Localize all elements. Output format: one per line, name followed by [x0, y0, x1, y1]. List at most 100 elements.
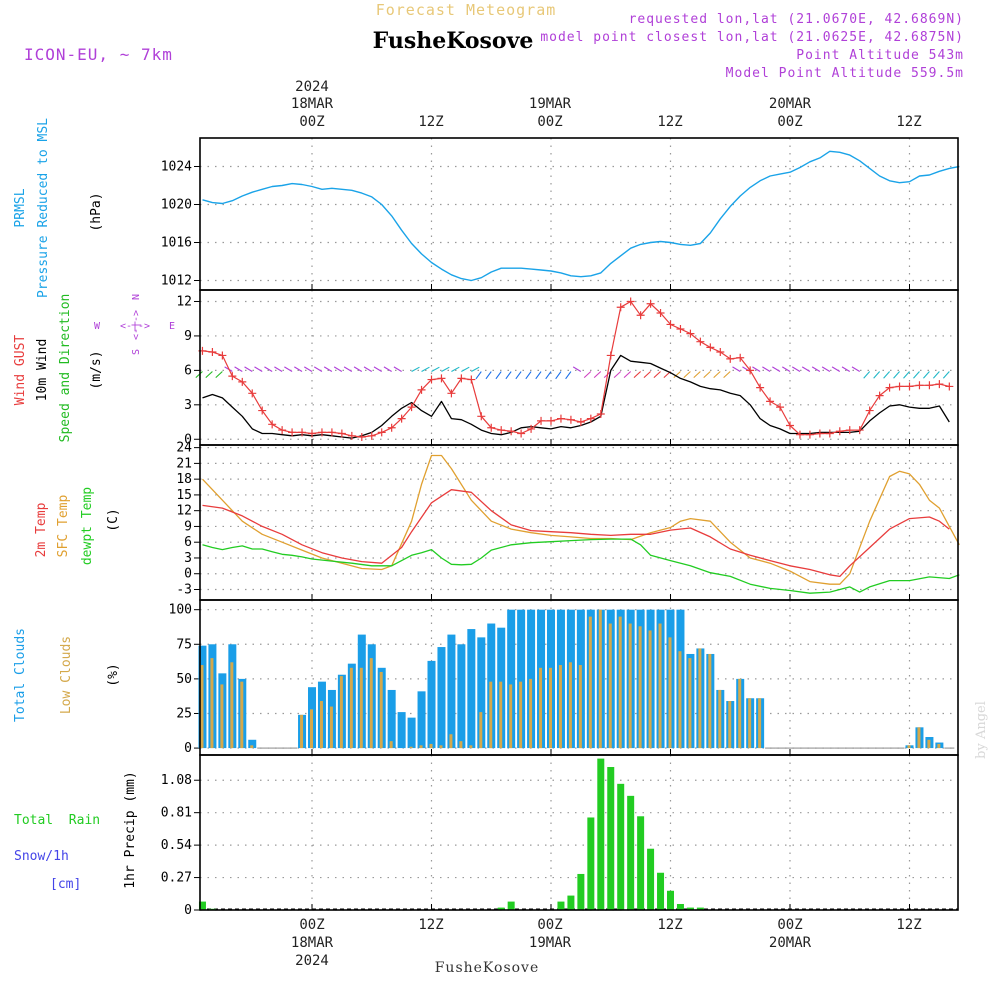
- wind-direction-arrow: [703, 371, 711, 379]
- gust-marker: [317, 428, 326, 437]
- precip-bar: [507, 901, 515, 910]
- credit-label: by Angel: [974, 701, 989, 759]
- gust-marker: [726, 354, 735, 363]
- wind-direction-arrow: [234, 366, 243, 372]
- wind-direction-arrow: [323, 366, 333, 372]
- gust-marker: [626, 297, 635, 306]
- low-cloud-bar: [549, 667, 552, 749]
- y-tick-label: 6: [184, 535, 192, 550]
- y-tick-label: 12: [176, 504, 192, 519]
- gust-marker: [935, 380, 944, 389]
- y-tick-label: 1012: [161, 274, 192, 289]
- gust-marker: [417, 385, 426, 394]
- top-tick-1: 12Z: [418, 114, 443, 130]
- low-cloud-bar: [429, 743, 433, 749]
- wind-direction-arrow: [495, 371, 502, 380]
- wind-direction-arrow: [873, 371, 881, 379]
- wind-direction-arrow: [572, 366, 582, 372]
- wind-direction-arrow: [883, 371, 890, 379]
- low-cloud-bar: [578, 665, 582, 749]
- wind-direction-arrow: [841, 366, 851, 372]
- pressure-label-2: Pressure Reduced to MSL: [36, 118, 51, 298]
- top-year: 2024: [295, 79, 329, 95]
- gust-marker: [766, 397, 775, 406]
- gust-marker: [238, 377, 247, 386]
- y-tick-label: 21: [176, 456, 192, 471]
- panel-5: 0 0.27 0.54 0.81 1.08: [161, 755, 958, 918]
- bottom-tick-4: 00Z: [777, 917, 802, 933]
- gust-marker: [825, 429, 834, 438]
- gust-marker: [268, 420, 277, 429]
- gust-marker: [377, 428, 386, 437]
- low-cloud-bar: [728, 701, 732, 749]
- wind-direction-arrow: [294, 366, 303, 372]
- wind-direction-arrow: [451, 366, 460, 373]
- wind-direction-arrow: [851, 366, 860, 372]
- gust-marker: [786, 421, 794, 430]
- panel-frame: [199, 754, 959, 911]
- pressure-labels: PRMSL Pressure Reduced to MSL (hPa): [13, 118, 104, 298]
- point-altitude: Point Altitude 543m: [796, 48, 964, 63]
- low-cloud-bar: [369, 658, 373, 749]
- low-cloud-bar: [598, 609, 602, 749]
- wind-direction-arrow: [693, 371, 701, 379]
- low-cloud-bar: [927, 739, 931, 749]
- bottom-tick-0: 00Z: [299, 917, 324, 933]
- cloud-units: (%): [106, 663, 121, 686]
- gust-marker: [278, 426, 287, 435]
- precip-labels: Total Rain Snow/1h [cm] 1hr Precip (mm): [14, 771, 138, 892]
- wind-direction-arrow: [475, 371, 482, 380]
- gust-marker: [805, 430, 814, 439]
- gust-marker: [337, 429, 346, 438]
- wind-direction-arrow: [831, 366, 841, 372]
- gust-marker: [756, 383, 765, 392]
- gust-marker: [666, 320, 675, 329]
- wind-direction-arrow: [284, 366, 293, 372]
- wind-direction-arrow: [623, 371, 632, 379]
- precip-axis-label: 1hr Precip (mm): [123, 771, 138, 888]
- wind-direction-arrow: [383, 366, 392, 372]
- wind-direction-arrow: [353, 366, 363, 372]
- low-cloud-bar: [479, 712, 483, 749]
- precip-bar: [557, 901, 565, 910]
- wind-direction-arrow: [893, 371, 900, 379]
- low-cloud-bar: [220, 684, 224, 749]
- wind-direction-arrow: [913, 371, 920, 379]
- wind-direction-arrow: [555, 371, 562, 380]
- gust-marker: [218, 351, 227, 360]
- bottom-date-20mar: 20MAR: [769, 935, 812, 951]
- precip-bar: [567, 895, 575, 910]
- low-cloud-bar: [419, 745, 423, 749]
- gust-marker: [895, 382, 904, 391]
- gust-marker: [308, 429, 316, 438]
- low-cloud-bar: [379, 671, 383, 749]
- low-cloud-bar: [250, 745, 254, 749]
- gust-marker: [616, 303, 625, 312]
- wind-direction-arrow: [752, 366, 761, 372]
- total-rain-label: Total Rain: [14, 813, 100, 828]
- precip-bar: [676, 903, 684, 910]
- panel-4: 0 25 50 75 100: [169, 600, 958, 756]
- precip-bar: [577, 873, 585, 910]
- low-cloud-bar: [648, 630, 652, 749]
- gust-marker: [248, 389, 257, 398]
- wind-dir-label: Speed and Direction: [58, 294, 73, 443]
- low-cloud-bar: [618, 616, 622, 749]
- sfc-temp-label: SFC Temp: [56, 495, 71, 558]
- low-cloud-bar: [389, 741, 393, 749]
- compass-arrow-h: <-|->: [120, 321, 150, 332]
- gust-marker: [347, 431, 356, 440]
- precip-bar: [696, 907, 704, 910]
- gust-marker: [686, 329, 695, 338]
- wind-direction-arrow: [723, 371, 731, 379]
- snow-label: Snow/1h: [14, 849, 69, 864]
- y-tick-label: 0: [184, 567, 192, 582]
- total-cloud-bar: [387, 689, 396, 749]
- y-tick-label: 0: [184, 741, 192, 756]
- wind-direction-arrow: [762, 366, 771, 372]
- low-cloud-bar: [339, 676, 343, 749]
- wind-direction-arrow: [254, 366, 263, 372]
- wind-direction-arrow: [515, 371, 522, 380]
- gust-marker: [228, 372, 237, 381]
